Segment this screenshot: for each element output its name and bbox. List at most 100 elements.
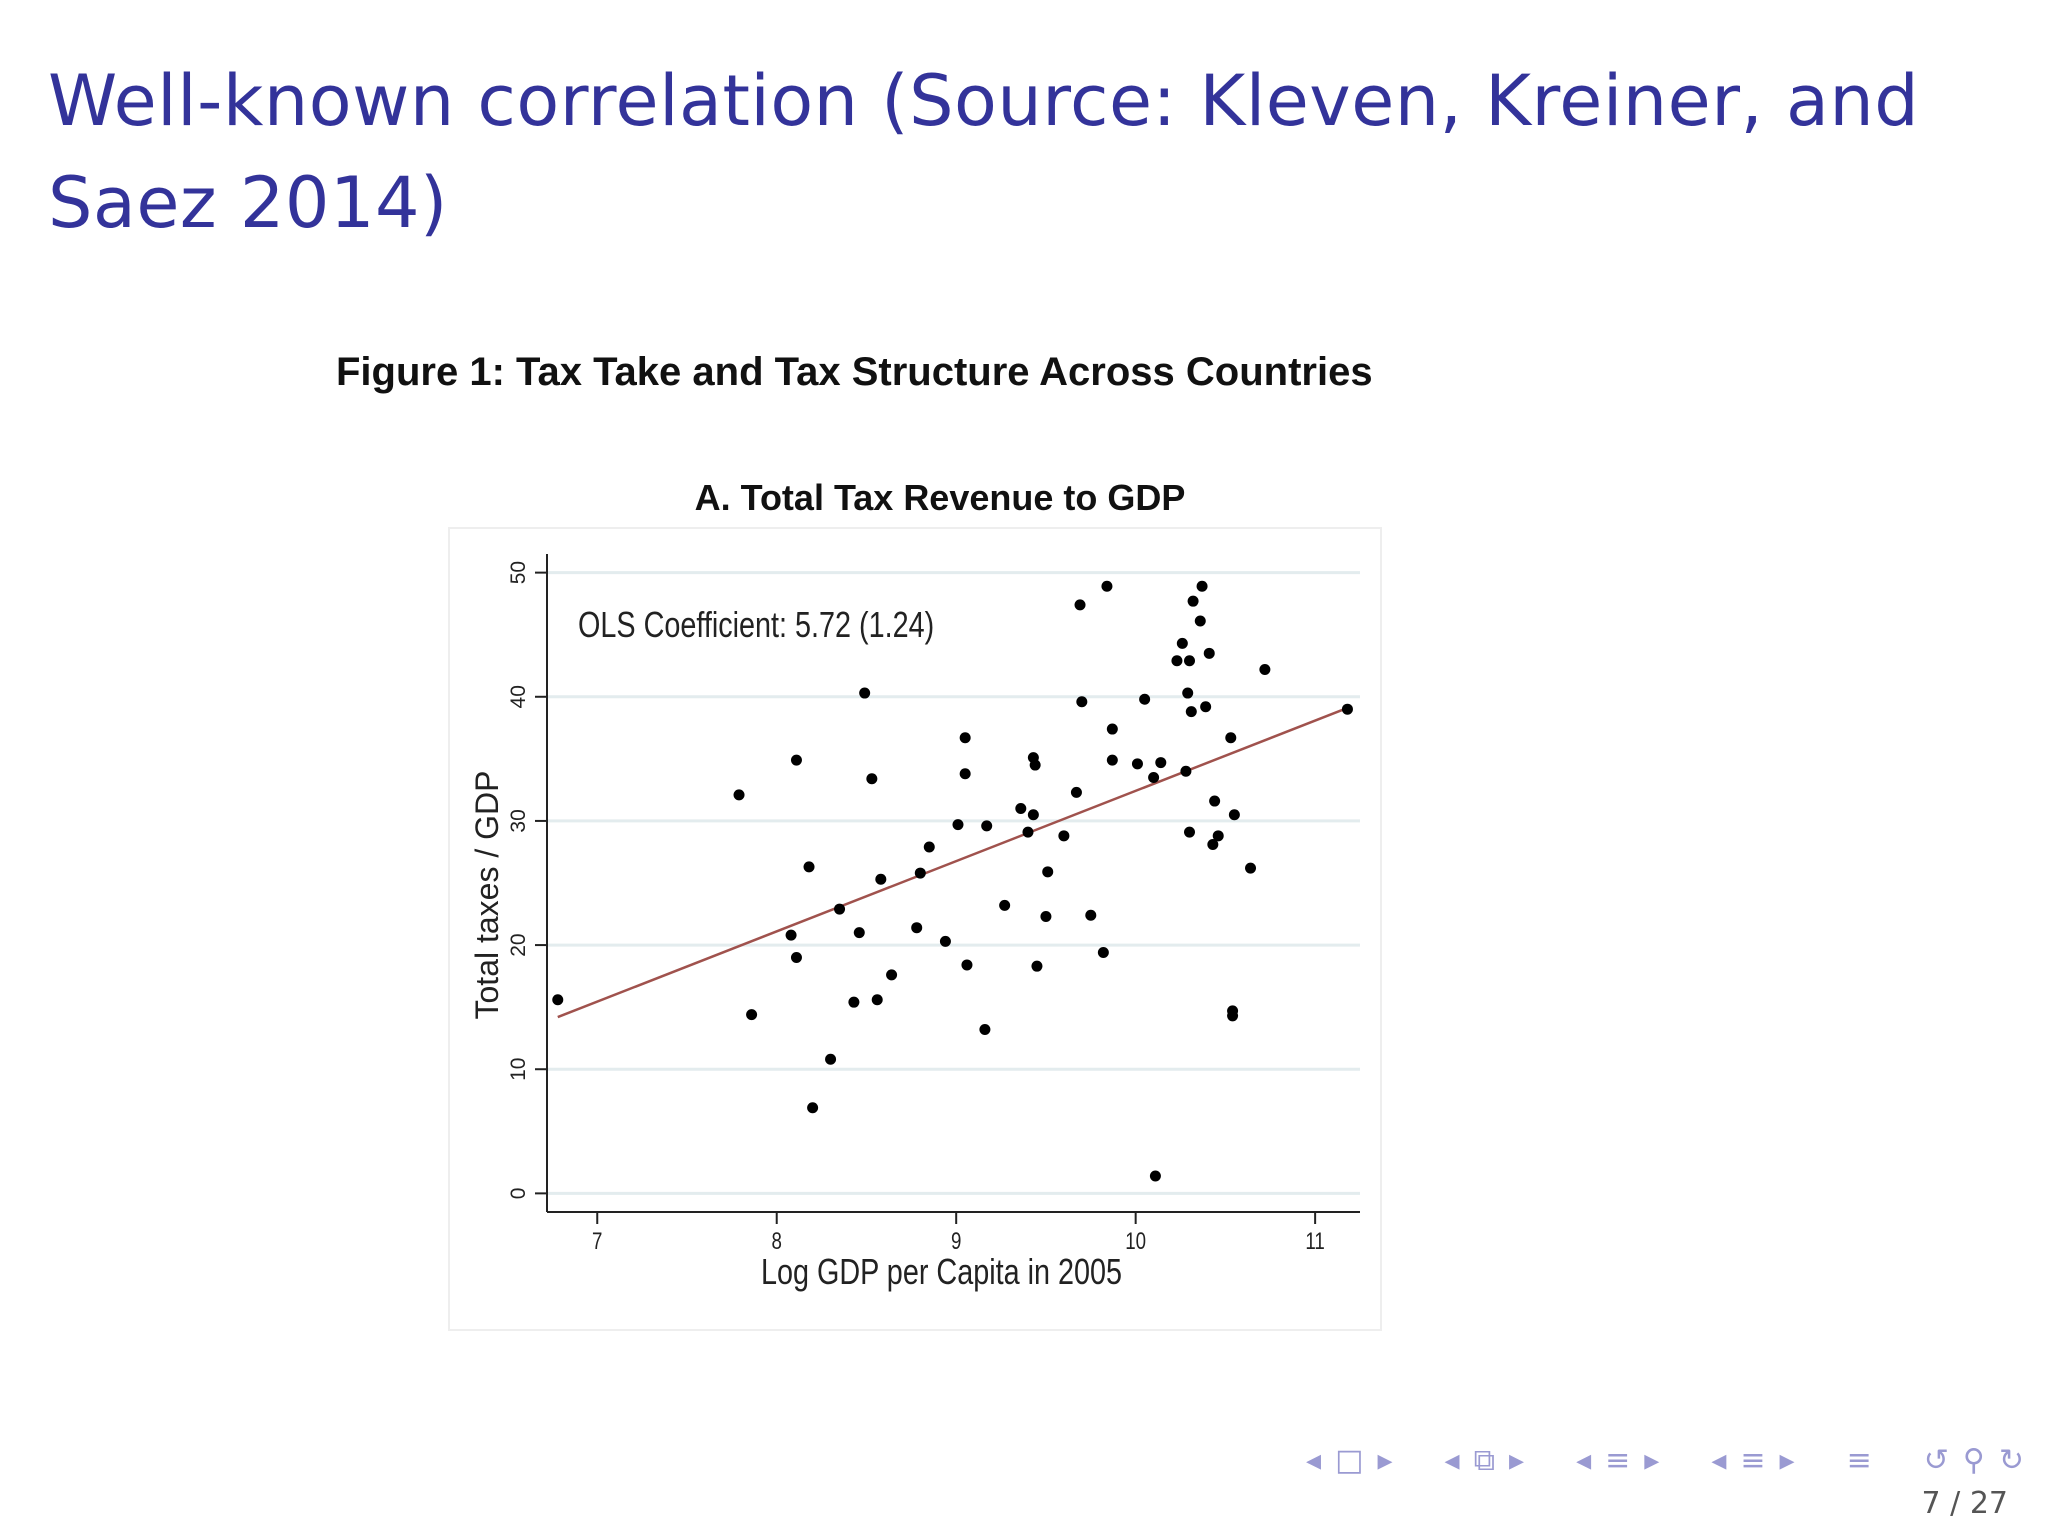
data-point [1225, 732, 1237, 744]
data-point [733, 789, 745, 801]
section-icon[interactable]: ≡ [1605, 1442, 1631, 1478]
y-tick-label: 50 [507, 561, 530, 584]
tick-labels: 0 10 20 30 40 50 7 8 9 10 11 [507, 561, 1325, 1255]
arrow-left-icon[interactable]: ◂ [1306, 1442, 1322, 1478]
frame-icon[interactable]: □ [1335, 1442, 1364, 1478]
panel-title: A. Total Tax Revenue to GDP [694, 477, 1186, 518]
grid-lines [547, 571, 1360, 1195]
data-point [1200, 701, 1212, 713]
arrow-left-icon[interactable]: ◂ [1444, 1442, 1460, 1478]
data-point [1341, 703, 1353, 715]
data-point [1027, 809, 1039, 821]
scatter-chart: 0 10 20 30 40 50 7 8 9 10 11 OLS Coefficient: 5.72… [469, 554, 1360, 1292]
data-point [952, 819, 964, 831]
data-point [853, 927, 865, 939]
x-tick-label: 7 [592, 1228, 602, 1255]
y-tick-label: 20 [507, 933, 530, 956]
data-point [914, 867, 926, 879]
data-point [825, 1053, 837, 1065]
data-point [1245, 862, 1257, 874]
data-point [1139, 693, 1151, 705]
data-point [1184, 655, 1196, 667]
arrow-right-icon[interactable]: ▸ [1644, 1442, 1660, 1478]
search-icon[interactable]: ⚲ [1962, 1442, 1985, 1478]
redo-icon[interactable]: ↻ [1998, 1442, 2024, 1478]
arrow-right-icon[interactable]: ▸ [1377, 1442, 1393, 1478]
data-point [959, 768, 971, 780]
data-point [1182, 687, 1194, 699]
data-point [1097, 947, 1109, 959]
ols-fit-line [557, 706, 1348, 1019]
arrow-left-icon[interactable]: ◂ [1576, 1442, 1592, 1478]
data-point [961, 959, 973, 971]
data-point [1184, 826, 1196, 838]
slide-title: Well-known correlation (Source: Kleven, … [48, 60, 1920, 244]
data-point [790, 951, 802, 963]
data-point [1259, 663, 1271, 675]
data-point [746, 1009, 758, 1021]
data-point [939, 935, 951, 947]
outline-icon[interactable]: ≡ [1846, 1442, 1872, 1478]
data-point [1058, 830, 1070, 842]
data-point [1029, 759, 1041, 771]
data-point [785, 929, 797, 941]
data-points [552, 580, 1353, 1182]
data-point [1203, 647, 1215, 659]
data-point [1015, 803, 1027, 815]
subsubsection-icon[interactable]: ≡ [1740, 1442, 1766, 1478]
undo-icon[interactable]: ↺ [1923, 1442, 1949, 1478]
data-point [959, 732, 971, 744]
data-point [1106, 723, 1118, 735]
data-point [911, 922, 923, 934]
data-point [1227, 1005, 1239, 1017]
data-point [1022, 826, 1034, 838]
data-point [1180, 765, 1192, 777]
page-number: 7 / 27 [1921, 1486, 2008, 1521]
data-point [807, 1102, 819, 1114]
x-tick-label: 9 [951, 1228, 961, 1255]
data-point [552, 994, 564, 1006]
data-point [1171, 655, 1183, 667]
data-point [875, 873, 887, 885]
arrow-left-icon[interactable]: ◂ [1711, 1442, 1727, 1478]
data-point [923, 841, 935, 853]
data-point [1074, 599, 1086, 611]
data-point [1209, 795, 1221, 807]
data-point [1042, 866, 1054, 878]
chart-frame: 0 10 20 30 40 50 7 8 9 10 11 OLS Coefficient: 5.72… [448, 527, 1382, 1331]
data-point [1212, 830, 1224, 842]
x-axis-label: Log GDP per Capita in 2005 [761, 1251, 1122, 1292]
axes [535, 554, 1360, 1224]
data-point [1076, 696, 1088, 708]
y-tick-label: 30 [507, 809, 530, 832]
data-point [981, 820, 993, 832]
data-point [790, 754, 802, 766]
x-tick-label: 10 [1125, 1228, 1146, 1255]
data-point [1148, 771, 1160, 783]
data-point [1207, 839, 1219, 851]
ols-annotation: OLS Coefficient: 5.72 (1.24) [578, 604, 934, 645]
data-point [834, 903, 846, 915]
data-point [871, 994, 883, 1006]
data-point [1040, 911, 1052, 923]
data-point [886, 969, 898, 981]
arrow-right-icon[interactable]: ▸ [1779, 1442, 1795, 1478]
data-point [866, 773, 878, 785]
figure-title: Figure 1: Tax Take and Tax Structure Acr… [336, 350, 1373, 394]
data-point [1131, 758, 1143, 770]
data-point [1196, 580, 1208, 592]
y-tick-label: 40 [507, 685, 530, 708]
data-point [1155, 757, 1167, 769]
y-tick-label: 10 [507, 1058, 530, 1081]
subsection-icon[interactable]: ⧉ [1473, 1442, 1495, 1478]
arrow-right-icon[interactable]: ▸ [1509, 1442, 1525, 1478]
beamer-navigation: ◂ □ ▸ ◂ ⧉ ▸ ◂ ≡ ▸ ◂ ≡ ▸ ≡ ↺ ⚲ ↻ [1300, 1440, 2030, 1480]
data-point [848, 996, 860, 1008]
data-point [803, 861, 815, 873]
data-point [1085, 909, 1097, 921]
data-point [1176, 637, 1188, 649]
data-point [999, 899, 1011, 911]
data-point [1149, 1170, 1161, 1182]
data-point [1070, 786, 1082, 798]
data-point [1106, 754, 1118, 766]
